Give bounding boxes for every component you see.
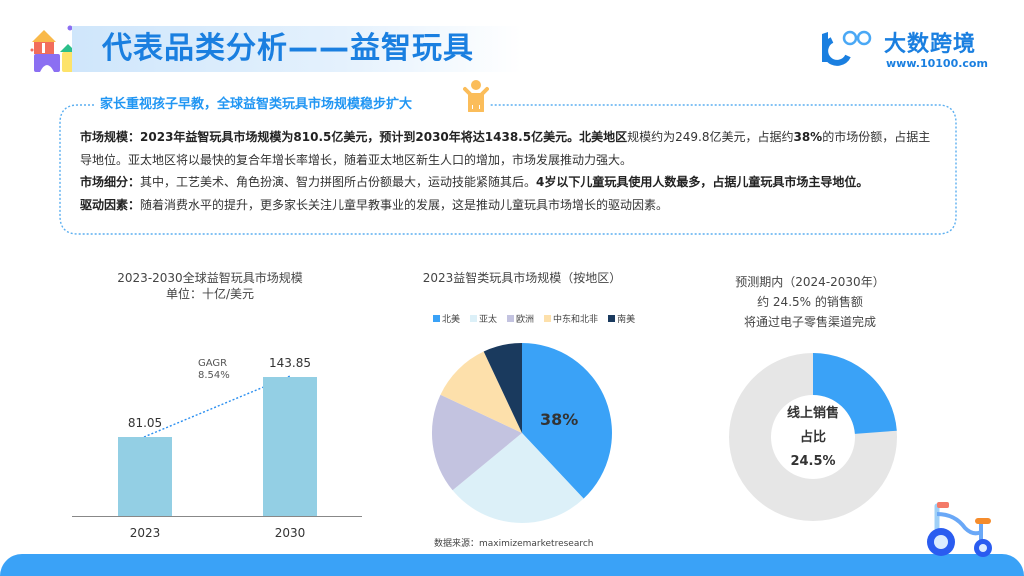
child-person-icon (463, 80, 489, 112)
data-source: 数据来源：maximizemarketresearch (434, 539, 594, 549)
legend-item-europe[interactable]: 欧洲 (507, 312, 534, 325)
legend-item-asia-pacific[interactable]: 亚太 (470, 312, 497, 325)
info-paragraphs: 市场规模：2023年益智玩具市场规模为810.5亿美元，预计到2030年将达14… (80, 126, 940, 216)
logo-10100-icon (822, 30, 872, 66)
donut-center-label: 线上销售 占比 24.5% (786, 406, 839, 469)
legend-item-south-america[interactable]: 南美 (608, 312, 635, 325)
info-heading: 家长重视孩子早教，全球益智类玩具市场规模稳步扩大 (96, 93, 417, 112)
bar-value-2030: 143.85 (269, 356, 311, 370)
bar-value-2023: 81.05 (127, 416, 163, 430)
region-pie-chart[interactable] (430, 341, 614, 525)
x-axis (72, 516, 362, 517)
cagr-annotation: GAGR 8.54% (198, 358, 230, 381)
toy-blocks-icon (30, 25, 76, 72)
market-segment-paragraph: 市场细分：其中，工艺美术、角色扮演、智力拼图所占份额最大，运动技能紧随其后。4岁… (80, 175, 869, 189)
bar-chart-title: 2023-2030全球益智玩具市场规模 单位：十亿/美元 (117, 271, 303, 301)
tricycle-icon (927, 502, 992, 557)
pie-legend: 北美 亚太 欧洲 中东和北非 南美 (433, 312, 635, 325)
logo-url: www.10100.com (886, 57, 988, 70)
page-title: 代表品类分析——益智玩具 (102, 31, 474, 66)
x-tick-2023: 2023 (129, 526, 161, 540)
brand-logo[interactable]: 大数跨境 www.10100.com (818, 22, 998, 74)
donut-chart-title: 预测期内（2024-2030年） 约 24.5% 的销售额 将通过电子零售渠道完… (735, 275, 885, 329)
x-tick-2030: 2030 (274, 526, 306, 540)
legend-item-north-america[interactable]: 北美 (433, 312, 460, 325)
footer-bar (0, 554, 1024, 576)
market-size-paragraph: 市场规模：2023年益智玩具市场规模为810.5亿美元，预计到2030年将达14… (80, 130, 931, 167)
title-band (72, 26, 522, 72)
bar-2023[interactable] (118, 437, 172, 516)
pie-highlight-label: 38% (540, 410, 579, 429)
legend-item-mena[interactable]: 中东和北非 (544, 312, 598, 325)
bar-2030[interactable] (263, 377, 317, 516)
info-box (58, 103, 958, 236)
pie-chart-title: 2023益智类玩具市场规模（按地区） (422, 271, 622, 285)
drivers-paragraph: 驱动因素：随着消费水平的提升，更多家长关注儿童早教事业的发展，这是推动儿童玩具市… (80, 197, 669, 212)
logo-name: 大数跨境 (884, 32, 977, 57)
online-sales-donut-chart[interactable] (725, 349, 901, 525)
